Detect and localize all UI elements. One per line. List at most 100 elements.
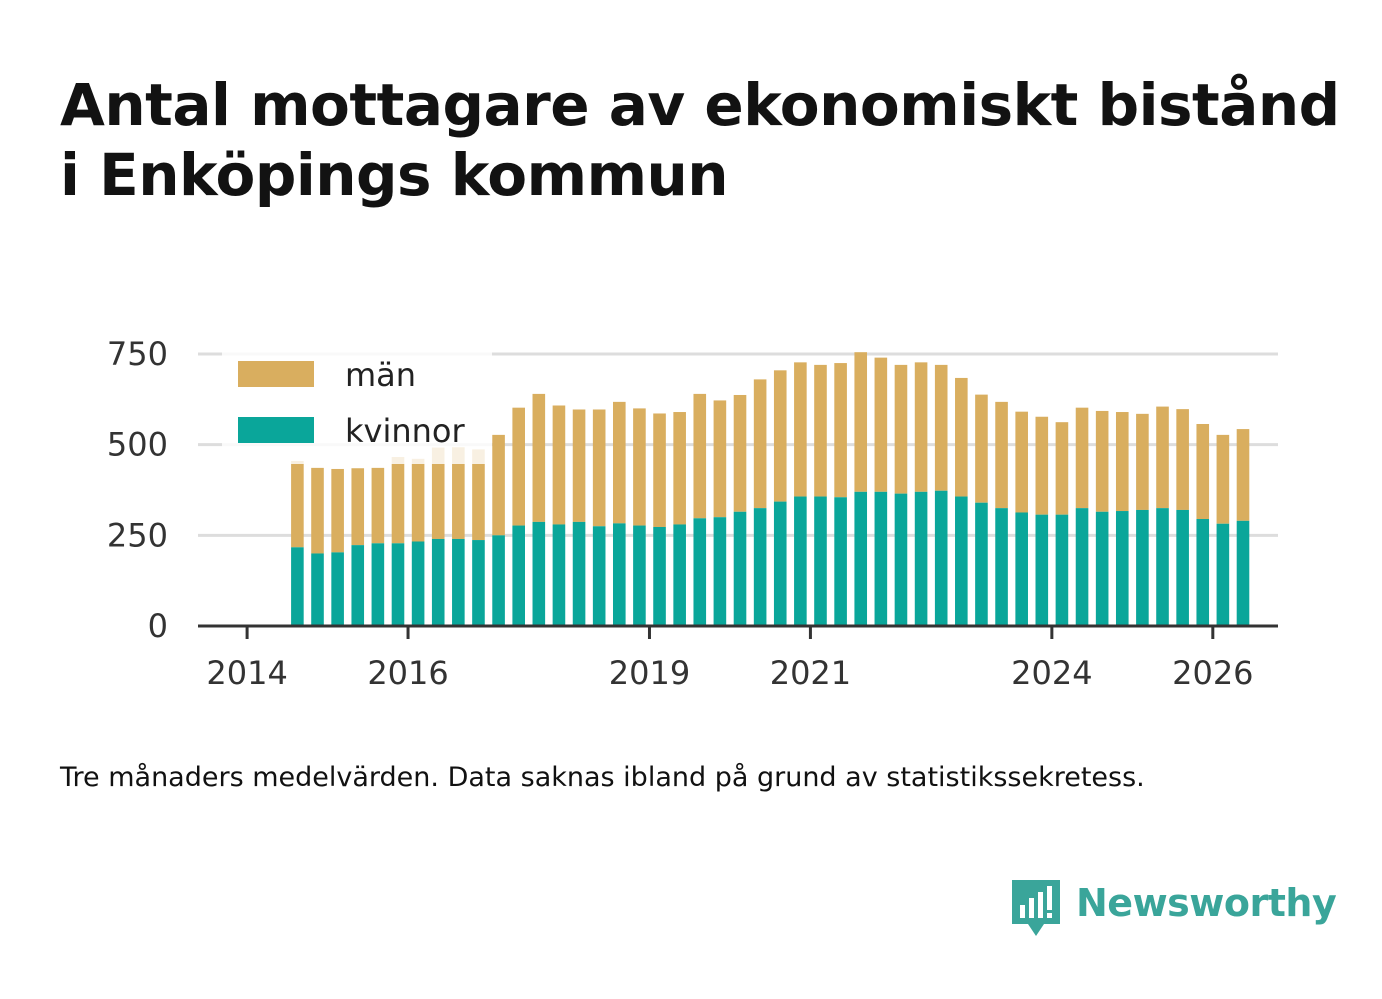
bar-kvinnor	[1196, 519, 1210, 626]
bar-kvinnor	[512, 525, 526, 626]
y-tick-label: 250	[107, 516, 168, 554]
bar-man	[532, 393, 546, 522]
bar-man	[592, 409, 606, 527]
bar-man	[914, 362, 928, 492]
bar-man	[452, 447, 465, 539]
bar-kvinnor	[1015, 512, 1028, 626]
bar-kvinnor	[1115, 511, 1129, 626]
bar-kvinnor	[995, 508, 1008, 626]
newsworthy-logo-icon	[1012, 880, 1060, 936]
bar-man	[854, 352, 868, 492]
chart-title-line-1: Antal mottagare av ekonomiskt bistånd	[60, 71, 1340, 139]
bar-kvinnor	[391, 543, 405, 626]
bar-man	[995, 401, 1008, 509]
bar-kvinnor	[1035, 514, 1049, 626]
bar-kvinnor	[673, 524, 686, 626]
x-tick-label: 2014	[206, 654, 287, 692]
bar-kvinnor	[532, 521, 546, 626]
bar-man	[311, 467, 324, 554]
bar-kvinnor	[592, 526, 606, 626]
bar-kvinnor	[552, 524, 566, 626]
bars	[291, 352, 1250, 626]
bar-man	[1236, 429, 1250, 521]
bar-kvinnor	[713, 517, 727, 626]
chart-title-line-2: i Enköpings kommun	[60, 141, 729, 209]
bar-man	[733, 394, 747, 512]
bar-man	[633, 408, 646, 526]
bar-kvinnor	[1236, 520, 1250, 626]
chart-caption: Tre månaders medelvärden. Data saknas ib…	[60, 762, 1145, 793]
bar-man	[391, 456, 405, 544]
axes: 0 250 500 750 2014 2016 2019 2021 2024 2026	[107, 335, 1278, 692]
bar-kvinnor	[1136, 509, 1149, 626]
newsworthy-brand[interactable]: Newsworthy	[1010, 878, 1337, 940]
bar-man	[331, 468, 344, 553]
bar-kvinnor	[894, 493, 908, 626]
bar-man	[492, 434, 505, 536]
bar-man	[1136, 413, 1149, 510]
chart-title: Antal mottagare av ekonomiskt bistånd i …	[60, 70, 1350, 210]
bar-man	[673, 412, 686, 525]
bar-man	[552, 405, 566, 525]
brand-name: Newsworthy	[1076, 881, 1337, 925]
bar-kvinnor	[431, 538, 445, 626]
bar-man	[512, 407, 526, 526]
bar-kvinnor	[693, 518, 707, 626]
bar-kvinnor	[794, 496, 807, 626]
bar-man	[431, 447, 445, 539]
x-tick-label: 2019	[609, 654, 690, 692]
bar-kvinnor	[1216, 523, 1230, 626]
bar-man	[1115, 412, 1129, 512]
bar-kvinnor	[452, 538, 465, 626]
bar-man	[713, 400, 727, 518]
bar-kvinnor	[1176, 509, 1189, 626]
bar-man	[794, 362, 807, 497]
legend: män kvinnor	[222, 352, 492, 464]
bar-kvinnor	[411, 541, 425, 626]
bar-kvinnor	[612, 523, 626, 626]
legend-label-kvinnor: kvinnor	[345, 412, 466, 450]
bar-kvinnor	[633, 525, 646, 626]
bar-man	[693, 393, 707, 519]
bar-man	[975, 394, 988, 503]
bar-kvinnor	[874, 491, 888, 626]
legend-label-man: män	[345, 356, 416, 394]
x-tick-label: 2024	[1011, 654, 1092, 692]
bar-kvinnor	[753, 508, 767, 626]
bar-kvinnor	[351, 545, 365, 626]
bar-man	[1055, 422, 1069, 515]
bar-kvinnor	[653, 526, 666, 626]
legend-swatch-man	[238, 361, 314, 387]
y-tick-label: 0	[148, 607, 168, 645]
bar-kvinnor	[733, 511, 747, 626]
bar-man	[1075, 407, 1089, 509]
y-tick-label: 500	[107, 426, 168, 464]
bar-kvinnor	[371, 543, 385, 626]
bar-man	[653, 413, 666, 527]
bar-man	[1196, 423, 1210, 520]
bar-man	[934, 364, 948, 491]
bar-man	[814, 364, 827, 497]
bar-kvinnor	[1055, 514, 1069, 626]
bar-man	[351, 468, 365, 546]
bar-man	[894, 364, 908, 494]
bar-kvinnor	[914, 491, 928, 626]
bar-kvinnor	[311, 553, 324, 626]
bar-kvinnor	[773, 501, 787, 626]
bar-man	[612, 401, 626, 524]
bar-man	[1176, 409, 1189, 510]
bar-kvinnor	[492, 535, 505, 626]
bar-kvinnor	[854, 491, 868, 626]
bar-man	[1216, 434, 1230, 524]
bar-kvinnor	[291, 547, 304, 626]
bar-kvinnor	[331, 552, 344, 626]
bar-kvinnor	[934, 490, 948, 626]
legend-swatch-kvinnor	[238, 417, 314, 443]
bar-kvinnor	[1095, 511, 1109, 626]
bar-man	[411, 458, 425, 542]
bar-man	[291, 460, 304, 548]
bar-kvinnor	[1156, 508, 1169, 626]
y-tick-label: 750	[107, 335, 168, 373]
bar-kvinnor	[572, 521, 586, 626]
